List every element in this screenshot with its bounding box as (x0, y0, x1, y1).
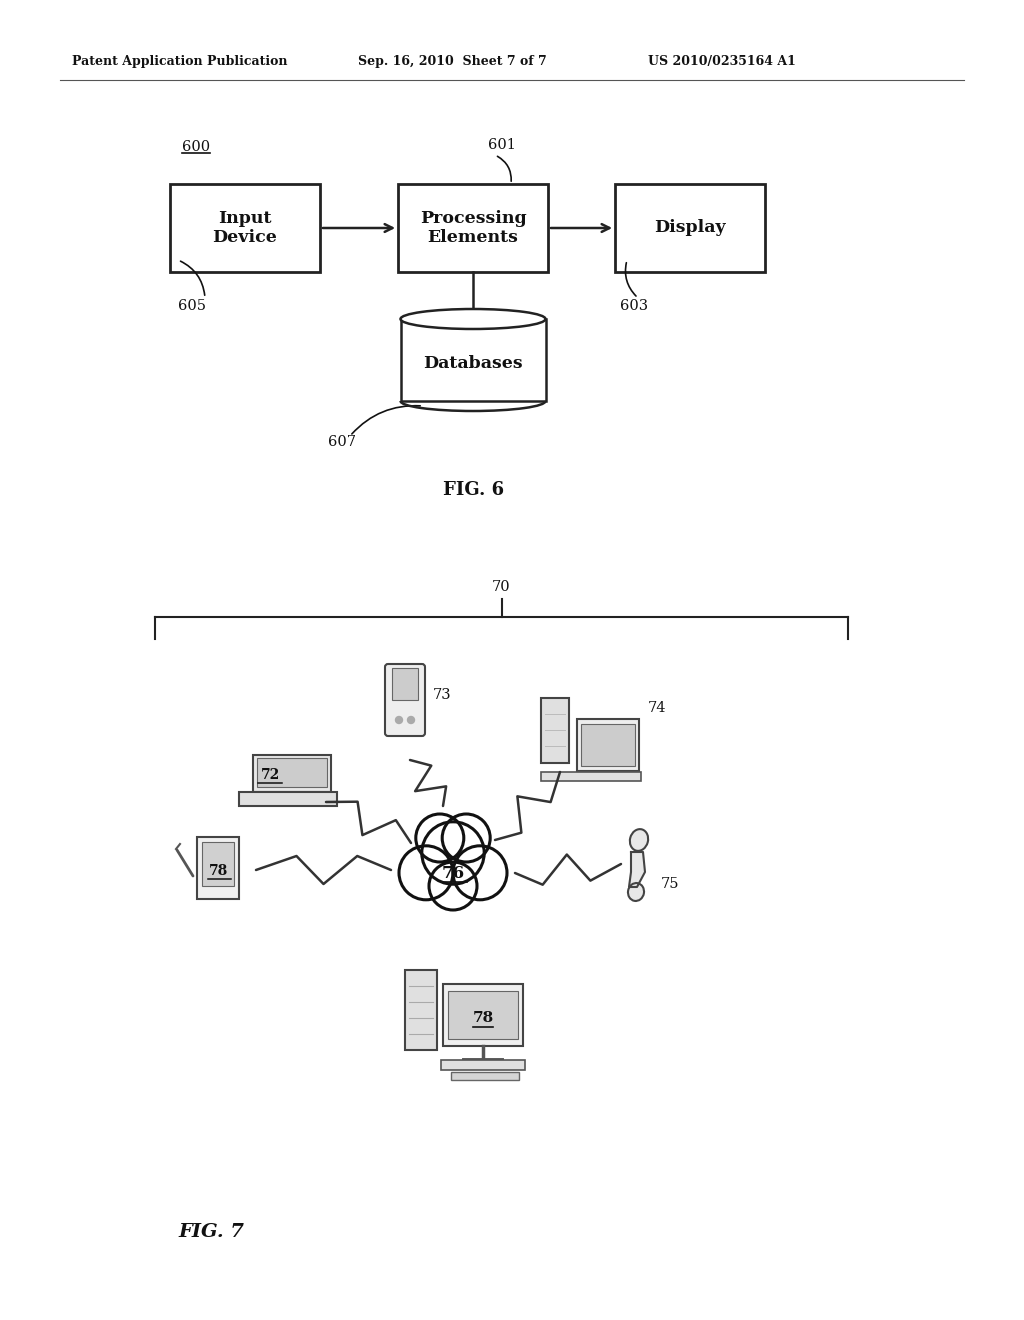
Circle shape (408, 717, 415, 723)
FancyBboxPatch shape (385, 664, 425, 737)
Polygon shape (629, 851, 645, 887)
FancyBboxPatch shape (449, 991, 518, 1039)
Text: Input
Device: Input Device (213, 210, 278, 247)
Circle shape (399, 846, 453, 900)
FancyBboxPatch shape (581, 723, 635, 766)
Text: 73: 73 (433, 688, 452, 702)
Circle shape (422, 822, 484, 884)
Text: US 2010/0235164 A1: US 2010/0235164 A1 (648, 55, 796, 69)
Text: Patent Application Publication: Patent Application Publication (72, 55, 288, 69)
Text: Databases: Databases (423, 355, 523, 372)
FancyBboxPatch shape (443, 983, 523, 1045)
FancyBboxPatch shape (577, 719, 639, 771)
FancyBboxPatch shape (170, 183, 319, 272)
FancyBboxPatch shape (541, 697, 568, 763)
FancyBboxPatch shape (406, 970, 437, 1049)
FancyBboxPatch shape (239, 792, 337, 807)
Text: 72: 72 (260, 768, 280, 783)
FancyBboxPatch shape (197, 837, 239, 899)
Text: 75: 75 (662, 876, 680, 891)
FancyBboxPatch shape (253, 755, 331, 792)
Text: FIG. 7: FIG. 7 (178, 1224, 244, 1241)
Ellipse shape (630, 829, 648, 851)
Circle shape (429, 862, 477, 909)
Text: 70: 70 (493, 579, 511, 594)
Text: FIG. 6: FIG. 6 (443, 480, 505, 499)
FancyBboxPatch shape (392, 668, 418, 700)
Ellipse shape (400, 309, 546, 329)
Text: 601: 601 (488, 139, 516, 152)
Text: Sep. 16, 2010  Sheet 7 of 7: Sep. 16, 2010 Sheet 7 of 7 (358, 55, 547, 69)
Bar (400, 319, 546, 401)
Text: 605: 605 (178, 300, 206, 313)
Circle shape (442, 814, 490, 862)
Text: Display: Display (654, 219, 726, 236)
Circle shape (416, 814, 464, 862)
Text: 600: 600 (182, 140, 210, 154)
Text: 78: 78 (209, 865, 228, 878)
Text: Processing
Elements: Processing Elements (420, 210, 526, 247)
FancyBboxPatch shape (257, 759, 328, 787)
FancyBboxPatch shape (398, 183, 548, 272)
Circle shape (395, 717, 402, 723)
Text: 76: 76 (441, 865, 465, 882)
FancyBboxPatch shape (615, 183, 765, 272)
FancyBboxPatch shape (202, 842, 234, 886)
FancyBboxPatch shape (441, 1060, 525, 1071)
Ellipse shape (628, 883, 644, 902)
Circle shape (453, 846, 507, 900)
FancyBboxPatch shape (541, 772, 641, 780)
Text: 607: 607 (328, 436, 356, 449)
Text: 603: 603 (620, 300, 648, 313)
Text: 74: 74 (648, 701, 667, 715)
Ellipse shape (408, 840, 498, 906)
Text: 78: 78 (472, 1011, 494, 1026)
FancyBboxPatch shape (451, 1072, 519, 1080)
